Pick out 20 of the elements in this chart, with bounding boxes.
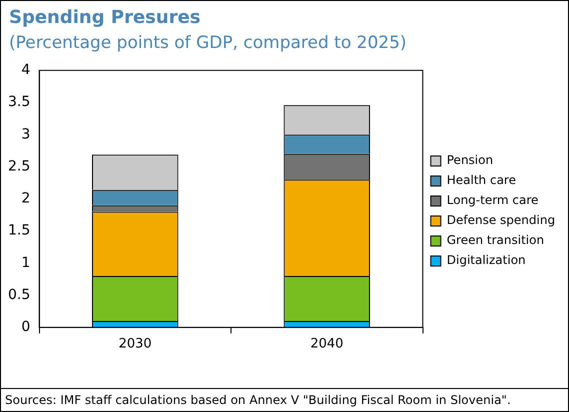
legend-label: Long-term care xyxy=(446,193,538,208)
y-tick-label: 3.5 xyxy=(8,94,30,110)
legend-label: Health care xyxy=(446,173,516,188)
y-tick-label: 2.5 xyxy=(8,158,30,174)
y-tick-label: 1.5 xyxy=(8,222,30,239)
x-tick-label: 2030 xyxy=(118,336,152,352)
chart-title: Spending Presures xyxy=(9,7,200,28)
y-tick-label: 3 xyxy=(21,126,30,142)
legend-label: Pension xyxy=(446,153,494,168)
legend-label: Defense spending xyxy=(446,213,556,228)
x-tick-label: 2040 xyxy=(310,336,344,352)
chart-subtitle: (Percentage points of GDP, compared to 2025) xyxy=(9,33,407,53)
legend-label: Digitalization xyxy=(446,253,526,268)
y-tick-label: 0.5 xyxy=(8,286,30,303)
y-tick-label: 4 xyxy=(21,62,30,78)
y-tick-label: 0 xyxy=(21,319,30,336)
legend-label: Green transition xyxy=(446,233,544,248)
source-note: Sources: IMF staff calculations based on Annex V "Building Fiscal Room in Slovenia". xyxy=(1,388,568,411)
y-tick-label: 2 xyxy=(21,190,30,207)
y-tick-label: 1 xyxy=(21,254,30,271)
